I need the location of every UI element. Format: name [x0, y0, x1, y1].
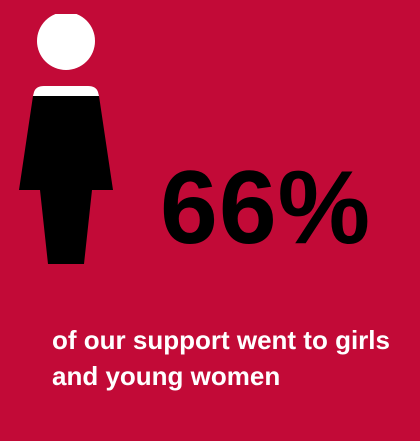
woman-figure-icon [19, 14, 113, 264]
caption-text: of our support went to girls and young w… [52, 325, 390, 391]
stat-value: 66% [160, 150, 372, 266]
